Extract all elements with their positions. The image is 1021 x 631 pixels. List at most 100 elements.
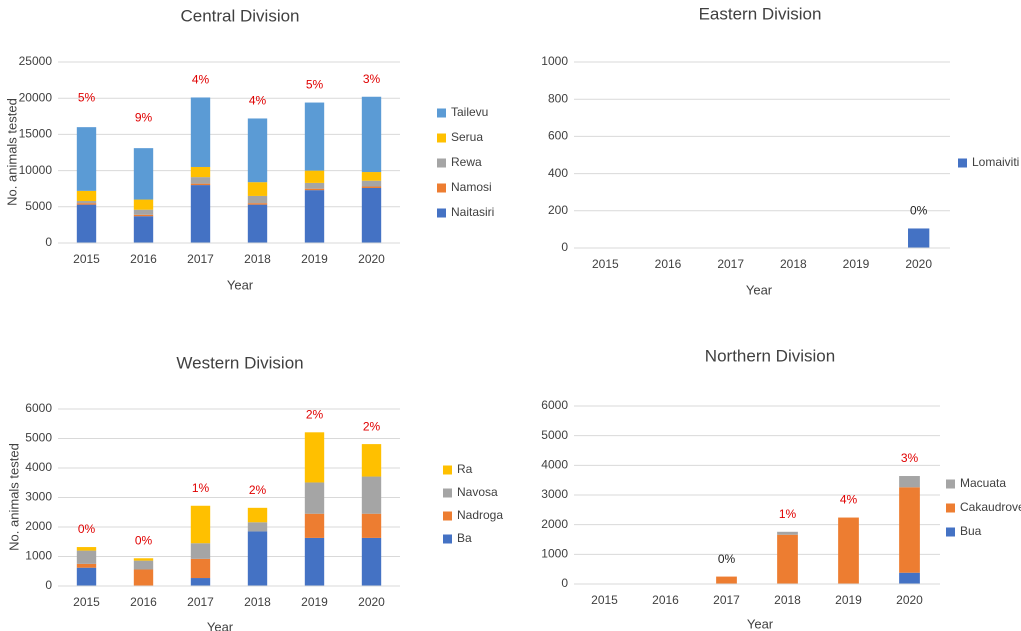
legend-swatch-ra bbox=[443, 465, 452, 475]
legend-swatch-lomaiviti bbox=[958, 158, 967, 168]
bar-navosa bbox=[247, 522, 268, 532]
x-tick-label: 2019 bbox=[301, 595, 328, 609]
bar-cakaudrove bbox=[777, 534, 798, 584]
bar-serua bbox=[361, 172, 382, 181]
bar-navosa bbox=[133, 560, 154, 570]
percent-annotation: 2% bbox=[249, 483, 267, 497]
y-tick-label: 6000 bbox=[25, 401, 52, 415]
bar-tailevu bbox=[304, 102, 325, 171]
bar-bua bbox=[899, 572, 920, 584]
legend-swatch-ba bbox=[443, 534, 452, 544]
y-tick-label: 20000 bbox=[19, 90, 53, 104]
bar-ra bbox=[133, 558, 154, 561]
bar-naitasiri bbox=[133, 216, 154, 243]
x-tick-label: 2015 bbox=[591, 593, 618, 607]
legend-swatch-macuata bbox=[946, 479, 955, 489]
y-axis-label: No. animals tested bbox=[6, 443, 21, 551]
bar-cakaudrove bbox=[899, 487, 920, 573]
bar-tailevu bbox=[190, 97, 211, 167]
percent-annotation: 0% bbox=[135, 533, 153, 547]
legend-label-ra: Ra bbox=[457, 462, 473, 476]
y-tick-label: 2000 bbox=[541, 517, 568, 531]
bar-namosi bbox=[304, 188, 325, 191]
legend-label-bua: Bua bbox=[960, 524, 982, 538]
legend-label-macuata: Macuata bbox=[960, 476, 1006, 490]
legend-label-lomaiviti: Lomaiviti bbox=[972, 155, 1019, 169]
y-tick-label: 0 bbox=[45, 578, 52, 592]
x-axis-label: Year bbox=[207, 619, 234, 631]
bar-navosa bbox=[76, 550, 97, 564]
bar-ra bbox=[361, 444, 382, 477]
bar-ba bbox=[361, 537, 382, 586]
percent-annotation: 2% bbox=[363, 419, 381, 433]
bar-cakaudrove bbox=[716, 576, 737, 584]
bar-naitasiri bbox=[247, 204, 268, 243]
percent-annotation: 1% bbox=[779, 507, 797, 521]
bar-macuata bbox=[777, 531, 798, 535]
y-tick-label: 10000 bbox=[19, 163, 53, 177]
chart-central-division: Central Division 0 5000 10000 15000 20000 2500… bbox=[4, 6, 494, 292]
bar-rewa bbox=[133, 209, 154, 215]
x-tick-label: 2020 bbox=[896, 593, 923, 607]
bar-serua bbox=[247, 182, 268, 196]
legend-swatch-namosi bbox=[437, 183, 446, 193]
legend-label-navosa: Navosa bbox=[457, 485, 498, 499]
percent-annotation: 0% bbox=[78, 522, 96, 536]
y-tick-label: 5000 bbox=[25, 199, 52, 213]
legend-swatch-bua bbox=[946, 527, 955, 537]
y-tick-label: 6000 bbox=[541, 398, 568, 412]
x-tick-label: 2020 bbox=[358, 252, 385, 266]
y-tick-label: 1000 bbox=[541, 547, 568, 561]
bar-ra bbox=[247, 507, 268, 523]
legend-label-tailevu: Tailevu bbox=[451, 105, 488, 119]
legend-swatch-navosa bbox=[443, 488, 452, 498]
bar-naitasiri bbox=[304, 190, 325, 243]
legend: Ra Navosa Nadroga Ba bbox=[443, 462, 503, 545]
legend-label-nadroga: Nadroga bbox=[457, 508, 503, 522]
y-tick-label: 2000 bbox=[25, 519, 52, 533]
percent-annotation: 1% bbox=[192, 481, 210, 495]
x-tick-label: 2016 bbox=[130, 252, 157, 266]
legend: Macuata Cakaudrove Bua bbox=[946, 476, 1021, 538]
bar-rewa bbox=[304, 182, 325, 189]
bar-nadroga bbox=[304, 513, 325, 538]
percent-annotation: 4% bbox=[840, 493, 858, 507]
x-tick-label: 2015 bbox=[73, 595, 100, 609]
percent-annotation: 2% bbox=[306, 407, 324, 421]
bar-nadroga bbox=[190, 558, 211, 579]
y-tick-label: 0 bbox=[45, 235, 52, 249]
percent-annotation: 3% bbox=[901, 451, 919, 465]
chart-northern-division: Northern Division 0 1000 2000 3000 4000 5000 60… bbox=[541, 346, 1021, 631]
bar-nadroga bbox=[133, 569, 154, 586]
bar-rewa bbox=[190, 177, 211, 184]
y-tick-label: 1000 bbox=[25, 549, 52, 563]
y-tick-label: 1000 bbox=[541, 54, 568, 68]
x-tick-label: 2020 bbox=[905, 257, 932, 271]
x-tick-label: 2017 bbox=[713, 593, 740, 607]
percent-annotation: 5% bbox=[306, 78, 324, 92]
bar-ra bbox=[76, 547, 97, 551]
bar-namosi bbox=[76, 203, 97, 205]
percent-annotation: 9% bbox=[135, 110, 153, 124]
x-tick-label: 2017 bbox=[717, 257, 744, 271]
bar-ra bbox=[304, 432, 325, 483]
bar-naitasiri bbox=[190, 185, 211, 243]
legend-swatch-cakaudrove bbox=[946, 503, 955, 513]
bar-tailevu bbox=[361, 96, 382, 173]
legend-label-ba: Ba bbox=[457, 531, 472, 545]
y-tick-label: 400 bbox=[548, 166, 568, 180]
x-tick-label: 2017 bbox=[187, 595, 214, 609]
chart-title: Central Division bbox=[180, 6, 299, 25]
bar-tailevu bbox=[247, 118, 268, 183]
x-axis-label: Year bbox=[746, 282, 773, 297]
chart-western-division: Western Division 0 1000 2000 3000 4000 5000 600… bbox=[6, 353, 503, 631]
x-tick-label: 2019 bbox=[843, 257, 870, 271]
bar-ra bbox=[190, 505, 211, 544]
x-tick-label: 2015 bbox=[592, 257, 619, 271]
x-tick-label: 2016 bbox=[655, 257, 682, 271]
percent-annotation: 0% bbox=[910, 204, 928, 218]
bar-ba bbox=[76, 567, 97, 586]
bar-serua bbox=[304, 170, 325, 183]
bar-serua bbox=[76, 190, 97, 202]
legend-swatch-rewa bbox=[437, 158, 446, 168]
